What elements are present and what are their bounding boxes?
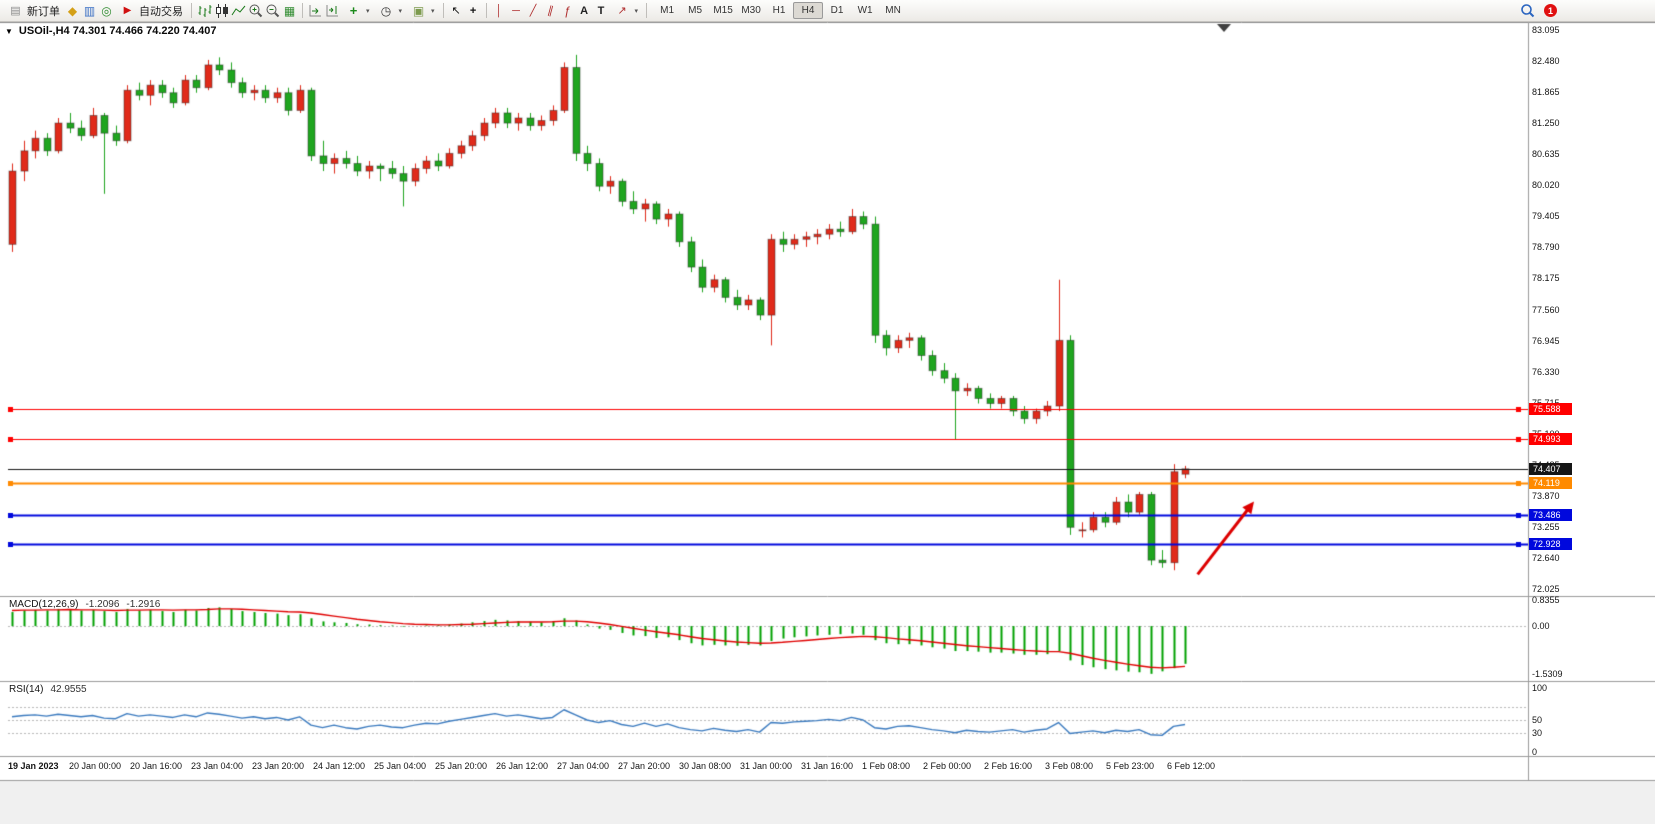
notification-badge[interactable]: 1	[1544, 4, 1557, 17]
toolbar-separator	[302, 3, 303, 18]
dropdown-arrow-icon: ▾	[366, 7, 370, 15]
timeframe-button-m1[interactable]: M1	[660, 5, 675, 16]
vertical-line-icon[interactable]: │	[495, 4, 503, 17]
horizontal-line-icon[interactable]: ─	[512, 4, 520, 17]
rsi-name: RSI(14)	[9, 684, 44, 695]
auto-trading-label: 自动交易	[139, 5, 183, 18]
search-icon[interactable]	[1519, 2, 1536, 19]
cursor-icon[interactable]: ↖	[451, 5, 461, 17]
trendline-icon[interactable]: ╱	[529, 5, 537, 17]
toolbar-separator	[191, 3, 192, 18]
macd-name: MACD(12,26,9)	[9, 599, 79, 610]
line-chart-icon[interactable]	[230, 2, 247, 19]
new-order-label: 新订单	[27, 5, 60, 18]
tile-windows-icon[interactable]: ▦	[283, 3, 296, 18]
toolbar-separator	[442, 3, 444, 18]
rsi-value: 42.9555	[50, 684, 87, 695]
macd-indicator-label: MACD(12,26,9) -1.2096 -1.2916	[9, 599, 160, 610]
market-watch-icon[interactable]: ▥	[83, 3, 96, 18]
zoom-in-icon[interactable]	[247, 2, 264, 19]
new-order-icon: ▤	[10, 5, 21, 17]
timeframe-button-m30[interactable]: M30	[741, 5, 761, 16]
metaeditor-icon[interactable]: ◆	[67, 3, 78, 18]
timeframe-button-h1[interactable]: H1	[772, 5, 786, 16]
auto-trading-icon: ▶	[123, 5, 132, 16]
symbol-info: ▼ USOil-,H4 74.301 74.466 74.220 74.407	[5, 25, 216, 37]
indicators-button[interactable]: + ▾	[342, 2, 373, 20]
macd-main-value: -1.2096	[85, 599, 120, 610]
toolbar-separator	[485, 3, 487, 18]
channel-icon[interactable]: ∥	[545, 4, 555, 18]
bar-chart-icon[interactable]	[196, 2, 213, 19]
dropdown-arrow-icon: ▾	[634, 7, 639, 15]
dropdown-arrow-icon: ▾	[398, 7, 403, 15]
timeframe-button-mn[interactable]: MN	[885, 5, 901, 16]
toolbar: ▤ 新订单 ◆ ▥ ◎ ▶ 自动交易 ▦ + ▾ ◷ ▾ ▣ ▾ ↖ +	[0, 0, 1655, 22]
zoom-out-icon[interactable]	[264, 2, 281, 19]
timeframe-button-d1[interactable]: D1	[830, 5, 844, 16]
macd-signal-value: -1.2916	[126, 599, 161, 610]
rsi-indicator-label: RSI(14) 42.9555	[9, 684, 87, 695]
auto-trading-button[interactable]: ▶ 自动交易	[116, 2, 186, 20]
timeframe-button-w1[interactable]: W1	[857, 5, 873, 16]
arrow-tool-icon: ↗	[617, 5, 627, 17]
indicators-plus-icon: +	[349, 3, 358, 18]
templates-button[interactable]: ▣ ▾	[407, 2, 438, 20]
auto-scroll-icon[interactable]	[307, 2, 324, 19]
toolbar-right-group: 1	[1519, 2, 1557, 19]
text-label-icon[interactable]: T	[597, 4, 605, 17]
dropdown-arrow-icon: ▾	[431, 7, 435, 15]
chart-shift-icon[interactable]	[324, 2, 341, 19]
timeframe-button-m5[interactable]: M5	[688, 5, 703, 16]
crosshair-icon[interactable]: +	[469, 4, 477, 17]
navigator-icon[interactable]: ◎	[101, 3, 112, 18]
timeframe-group: M1 M5 M15 M30 H1 H4 D1 W1 MN	[653, 2, 907, 19]
arrows-tool-button[interactable]: ↗ ▾	[611, 2, 642, 20]
symbol-ohlc-text: USOil-,H4 74.301 74.466 74.220 74.407	[18, 25, 217, 37]
periods-button[interactable]: ◷ ▾	[375, 2, 406, 20]
clock-icon: ◷	[380, 3, 392, 18]
chart-menu-icon[interactable]: ▼	[5, 26, 13, 36]
new-order-button[interactable]: ▤ 新订单	[4, 2, 63, 20]
timeframe-button-m15[interactable]: M15	[713, 5, 733, 16]
candlestick-chart-icon[interactable]	[213, 2, 230, 19]
toolbar-separator	[646, 3, 648, 18]
text-icon[interactable]: A	[580, 4, 589, 17]
timeframe-button-h4[interactable]: H4	[793, 2, 824, 19]
fibonacci-icon[interactable]: ƒ	[563, 3, 571, 18]
template-icon: ▣	[412, 3, 425, 18]
